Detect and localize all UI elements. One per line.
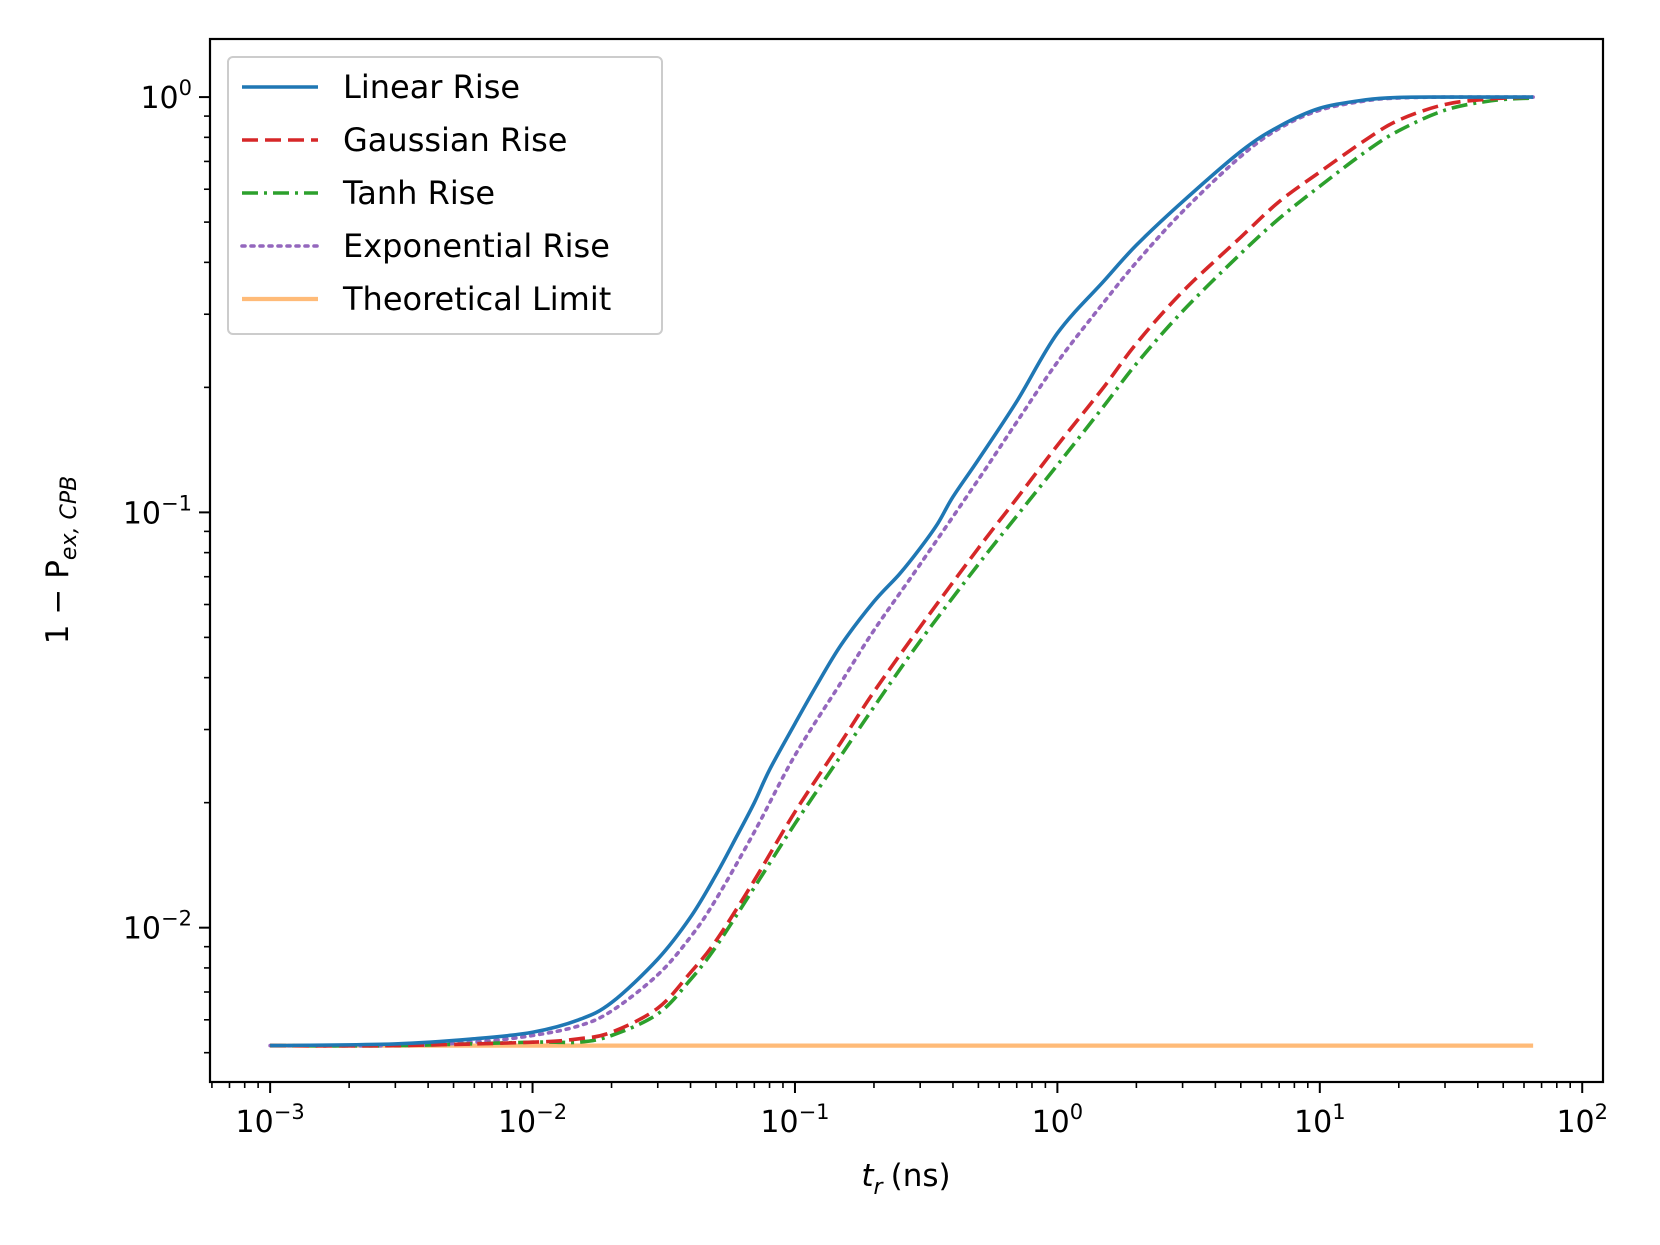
y-axis-label: 1 − Pex, CPB: [40, 476, 82, 644]
y-tick-label: 10−2: [123, 907, 192, 947]
legend-label-linear-rise: Linear Rise: [343, 68, 520, 106]
x-tick-label: 102: [1556, 1100, 1608, 1140]
y-tick-label: 10−1: [123, 491, 192, 531]
x-tick-label: 10−1: [760, 1100, 829, 1140]
legend-label-gaussian-rise: Gaussian Rise: [343, 121, 567, 159]
series-line-gaussian-rise: [270, 95, 1534, 1048]
x-tick-label: 10−2: [498, 1100, 567, 1140]
x-tick-label: 101: [1294, 1100, 1346, 1140]
x-tick-label: 100: [1032, 1100, 1084, 1140]
series-line-linear-rise: [270, 95, 1534, 1048]
plot-frame: [208, 37, 1605, 1084]
x-axis-label: tr (ns): [861, 1158, 950, 1200]
legend-box: [227, 56, 663, 335]
series-line-tanh-rise: [270, 96, 1534, 1048]
legend-label-theoretical-limit: Theoretical Limit: [342, 280, 611, 318]
legend: Linear Rise Gaussian Rise Tanh Rise Exponen…: [227, 56, 663, 335]
y-tick-label: 100: [140, 76, 192, 116]
x-tick-label: 10−3: [236, 1100, 305, 1140]
legend-label-tanh-rise: Tanh Rise: [342, 174, 495, 212]
legend-label-exponential-rise: Exponential Rise: [343, 227, 610, 265]
ticks-layer: 10−3 10−2 10−1 100 101 102 10−2 10−1 100: [123, 76, 1608, 1140]
series-layer: [268, 95, 1535, 1048]
